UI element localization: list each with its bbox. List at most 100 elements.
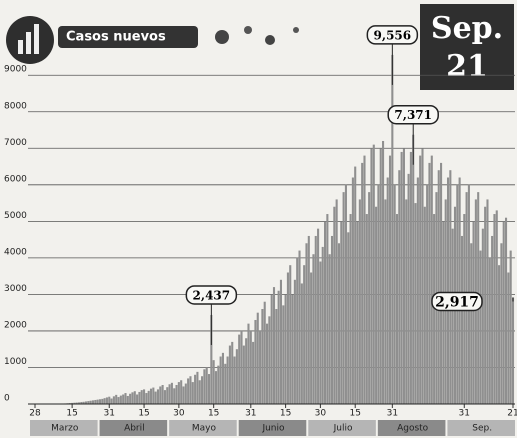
- bar: [354, 167, 356, 404]
- bar: [138, 392, 140, 404]
- bar: [394, 185, 396, 404]
- y-tick-label: 5000: [4, 211, 27, 221]
- bar: [493, 214, 495, 404]
- bar: [489, 258, 491, 404]
- bar: [373, 145, 375, 404]
- chart-title: Casos nuevos: [66, 30, 166, 45]
- bar: [340, 221, 342, 404]
- bar: [424, 207, 426, 404]
- virus-icon: [215, 30, 229, 44]
- bar: [261, 309, 263, 404]
- bar: [229, 346, 231, 404]
- bar: [505, 218, 507, 404]
- bar: [271, 294, 273, 404]
- bar: [361, 163, 363, 404]
- bar: [148, 391, 150, 404]
- icon-bar: [18, 40, 23, 54]
- bar: [152, 388, 154, 404]
- bar: [292, 294, 294, 404]
- bar: [92, 400, 94, 404]
- bar: [305, 243, 307, 404]
- bar: [247, 324, 249, 404]
- value-label: 2,437: [193, 288, 231, 302]
- bar: [275, 309, 277, 404]
- bar: [470, 243, 472, 404]
- badge-day: 21: [446, 49, 488, 84]
- bar: [155, 392, 157, 404]
- bar: [187, 378, 189, 404]
- bar: [303, 265, 305, 404]
- y-tick-label: 7000: [4, 138, 27, 148]
- bar: [426, 185, 428, 404]
- month-label: Junio: [261, 424, 285, 434]
- x-tick-label: 15: [280, 409, 291, 419]
- bar: [496, 210, 498, 404]
- bar: [145, 393, 147, 404]
- value-label: 7,371: [394, 108, 432, 122]
- chart: Casos nuevos Sep. 21 0100020003000400050…: [0, 0, 517, 438]
- bar: [180, 380, 182, 404]
- bar: [382, 141, 384, 404]
- bar: [410, 152, 412, 404]
- bar: [192, 382, 194, 404]
- bar: [387, 178, 389, 404]
- y-tick-label: 9000: [4, 65, 27, 75]
- month-label: Mayo: [192, 424, 217, 434]
- bar: [428, 163, 430, 404]
- bar: [336, 199, 338, 404]
- y-tick-label: 3000: [4, 284, 27, 294]
- bar: [227, 357, 229, 404]
- bar: [296, 258, 298, 404]
- bar: [106, 397, 108, 404]
- bar: [503, 221, 505, 404]
- bar: [412, 135, 414, 404]
- x-tick-label: 15: [349, 409, 360, 419]
- bar: [171, 383, 173, 404]
- bar: [438, 170, 440, 404]
- bar: [127, 396, 129, 404]
- bar: [238, 335, 240, 404]
- x-tick-label: 30: [315, 409, 327, 419]
- bar: [347, 232, 349, 404]
- bar: [442, 221, 444, 404]
- bar: [113, 396, 115, 404]
- bar: [312, 254, 314, 404]
- bar: [231, 342, 233, 404]
- bar: [396, 214, 398, 404]
- bar: [159, 386, 161, 404]
- bar: [363, 156, 365, 404]
- x-tick-label: 31: [387, 409, 398, 419]
- bar: [115, 395, 117, 404]
- bar: [352, 178, 354, 404]
- bar: [111, 399, 113, 404]
- bar: [294, 280, 296, 404]
- bar: [196, 372, 198, 404]
- month-label: Abril: [124, 424, 145, 434]
- value-label: 9,556: [374, 28, 412, 42]
- bar: [131, 392, 133, 404]
- bar: [268, 316, 270, 404]
- bar: [185, 384, 187, 404]
- x-tick-label: 28: [29, 409, 41, 419]
- bar: [301, 283, 303, 404]
- bar: [99, 399, 101, 404]
- x-tick-label: 15: [66, 409, 77, 419]
- month-label: Agosto: [397, 424, 429, 434]
- x-tick-label: 30: [173, 409, 185, 419]
- bar: [345, 185, 347, 404]
- bar: [129, 394, 131, 404]
- bar: [245, 338, 247, 404]
- y-tick-label: 2000: [4, 320, 27, 330]
- bar: [217, 366, 219, 404]
- bar: [298, 251, 300, 404]
- bar: [150, 389, 152, 404]
- bar: [324, 221, 326, 404]
- bar: [512, 297, 514, 404]
- x-tick-label: 15: [138, 409, 149, 419]
- bar: [143, 389, 145, 404]
- bar: [189, 376, 191, 404]
- bar: [310, 272, 312, 404]
- bar: [343, 192, 345, 404]
- bar: [338, 243, 340, 404]
- bar: [507, 272, 509, 404]
